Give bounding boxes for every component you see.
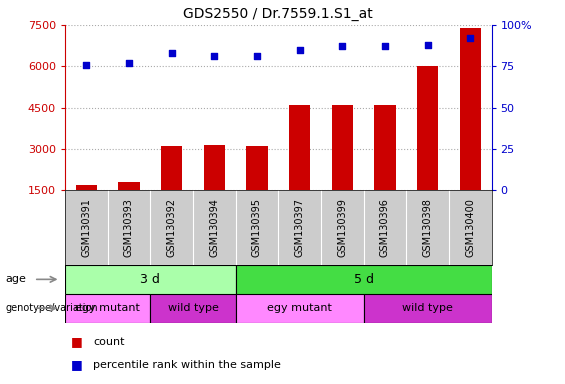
Bar xyxy=(65,294,150,323)
Bar xyxy=(246,146,268,190)
Text: GSM130393: GSM130393 xyxy=(124,198,134,257)
Text: GSM130391: GSM130391 xyxy=(81,198,92,257)
Text: wild type: wild type xyxy=(402,303,453,313)
Point xyxy=(338,43,347,50)
Text: count: count xyxy=(93,337,125,347)
Point xyxy=(253,53,262,60)
Bar xyxy=(65,265,236,294)
Bar xyxy=(76,185,97,190)
Bar xyxy=(374,105,396,190)
Text: 3 d: 3 d xyxy=(140,273,160,286)
Point xyxy=(466,35,475,41)
Point xyxy=(423,42,432,48)
Text: GSM130394: GSM130394 xyxy=(209,198,219,257)
Bar xyxy=(459,28,481,190)
Title: GDS2550 / Dr.7559.1.S1_at: GDS2550 / Dr.7559.1.S1_at xyxy=(184,7,373,21)
Text: GSM130398: GSM130398 xyxy=(423,198,433,257)
Text: egy mutant: egy mutant xyxy=(267,303,332,313)
Text: genotype/variation: genotype/variation xyxy=(6,303,98,313)
Text: egy mutant: egy mutant xyxy=(75,303,140,313)
Bar xyxy=(236,265,492,294)
Point xyxy=(82,61,91,68)
Bar xyxy=(150,294,236,323)
Bar xyxy=(236,294,364,323)
Bar xyxy=(118,182,140,190)
Point xyxy=(380,43,389,50)
Bar xyxy=(161,146,182,190)
Text: age: age xyxy=(6,274,27,285)
Bar xyxy=(364,294,492,323)
Text: GSM130399: GSM130399 xyxy=(337,198,347,257)
Text: GSM130397: GSM130397 xyxy=(294,198,305,257)
Bar xyxy=(203,145,225,190)
Text: ■: ■ xyxy=(71,358,82,371)
Point xyxy=(124,60,133,66)
Point xyxy=(210,53,219,60)
Text: GSM130400: GSM130400 xyxy=(465,198,475,257)
Text: GSM130396: GSM130396 xyxy=(380,198,390,257)
Text: ■: ■ xyxy=(71,335,82,348)
Point xyxy=(295,46,304,53)
Text: 5 d: 5 d xyxy=(354,273,373,286)
Bar xyxy=(417,66,438,190)
Text: wild type: wild type xyxy=(167,303,219,313)
Bar xyxy=(332,105,353,190)
Text: percentile rank within the sample: percentile rank within the sample xyxy=(93,360,281,370)
Point xyxy=(167,50,176,56)
Text: GSM130392: GSM130392 xyxy=(167,198,177,257)
Text: GSM130395: GSM130395 xyxy=(252,198,262,257)
Bar xyxy=(289,105,310,190)
